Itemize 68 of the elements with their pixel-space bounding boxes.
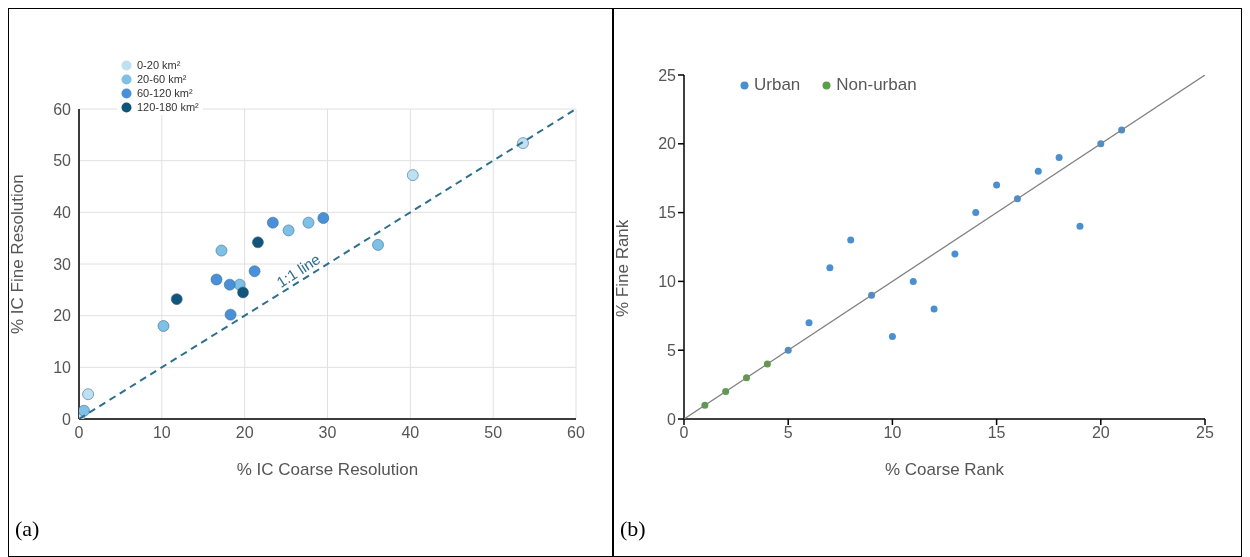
point [282, 224, 295, 237]
point [79, 404, 90, 417]
x-tick-label: 0 [679, 424, 689, 442]
x-tick-label: 20 [1091, 424, 1110, 442]
point [372, 239, 384, 251]
text: (a) [15, 516, 40, 542]
text: (b) [620, 516, 646, 542]
annotation: 1:1 line [273, 250, 324, 291]
point [157, 320, 170, 332]
point [847, 236, 855, 244]
x-tick-label: 20 [235, 424, 254, 442]
point [826, 264, 834, 272]
y-tick-label: 60 [53, 100, 72, 118]
legend-label: Urban [754, 75, 801, 95]
point [993, 181, 1001, 189]
x-tick-label: 15 [987, 424, 1006, 442]
x-axis-title: % Coarse Rank [884, 460, 1005, 479]
point [237, 286, 249, 299]
x-tick-label: 50 [484, 424, 503, 442]
y-tick-label: 40 [53, 204, 72, 222]
y-tick-label: 50 [53, 152, 72, 170]
point [1055, 154, 1063, 162]
point [210, 273, 223, 286]
y-tick-label: 30 [53, 255, 72, 273]
legend-label: 120-180 km² [137, 101, 199, 113]
x-tick-label: 0 [74, 424, 84, 442]
y-tick-label: 0 [667, 410, 677, 428]
y-tick-label: 0 [62, 410, 72, 428]
legend-label: 20-60 km² [137, 73, 187, 85]
y-tick-label: 10 [658, 273, 677, 291]
point [224, 308, 237, 321]
point [909, 277, 917, 285]
x-tick-label: 10 [152, 424, 171, 442]
point [215, 244, 228, 257]
point [302, 216, 315, 229]
y-axis-title: % Fine Rank [613, 219, 633, 317]
y-tick-label: 10 [53, 359, 72, 377]
point [252, 236, 264, 249]
legend-label: Non-urban [836, 75, 917, 95]
y-tick-label: 20 [658, 135, 677, 153]
point [888, 332, 896, 340]
point [805, 319, 813, 327]
point [1076, 222, 1084, 230]
legend-label: 0-20 km² [137, 59, 181, 71]
y-axis-title: % IC Fine Resolution [8, 174, 28, 334]
point [407, 169, 419, 181]
point [930, 305, 938, 313]
x-tick-label: 5 [783, 424, 793, 442]
y-tick-label: 20 [53, 307, 72, 325]
x-tick-label: 25 [1196, 424, 1214, 442]
point [1034, 167, 1042, 175]
point [972, 209, 980, 217]
point [82, 388, 94, 400]
point [951, 250, 959, 258]
point [248, 265, 261, 278]
x-axis-title: % IC Coarse Resolution [236, 460, 419, 479]
point [267, 216, 279, 229]
legend-label: 60-120 km² [137, 87, 193, 99]
y-tick-label: 25 [658, 66, 677, 84]
x-tick-label: 60 [567, 424, 585, 442]
x-tick-label: 40 [401, 424, 420, 442]
point [223, 278, 236, 291]
point [170, 293, 183, 305]
x-tick-label: 10 [883, 424, 902, 442]
point [317, 212, 330, 224]
y-tick-label: 15 [658, 204, 677, 222]
x-tick-label: 30 [318, 424, 337, 442]
y-tick-label: 5 [667, 341, 677, 359]
